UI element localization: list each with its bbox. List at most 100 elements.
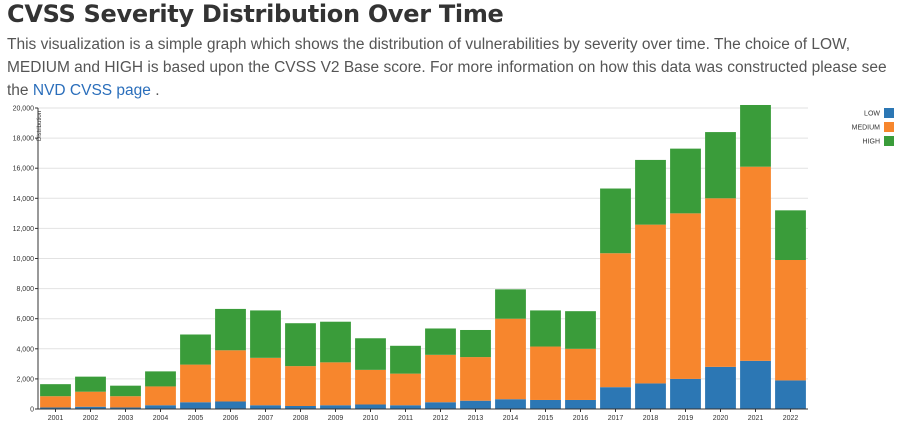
y-axis: 0 2,000 4,000 6,000 8,000 10,000 12,000 14,000 1… <box>13 106 39 414</box>
bar-high-2010[interactable] <box>355 338 386 370</box>
bar-low-2010[interactable] <box>355 404 386 409</box>
bar-medium-2019[interactable] <box>670 213 701 379</box>
bar-low-2014[interactable] <box>495 399 526 409</box>
bar-high-2017[interactable] <box>600 188 631 254</box>
bar-high-2003[interactable] <box>110 385 141 397</box>
bar-medium-2020[interactable] <box>705 198 736 367</box>
bar-medium-2011[interactable] <box>390 373 421 406</box>
x-axis: 2001 2002 2003 2004 2005 2006 2007 2008 2009 2010… <box>38 408 808 422</box>
bar-low-2003[interactable] <box>110 407 141 409</box>
y-tick-label: 16,000 <box>13 166 35 173</box>
bar-medium-2016[interactable] <box>565 348 596 400</box>
x-tick-label: 2015 <box>538 415 554 422</box>
bar-high-2013[interactable] <box>460 329 491 358</box>
bar-high-2007[interactable] <box>250 310 281 358</box>
x-tick-label: 2016 <box>573 415 589 422</box>
bar-low-2002[interactable] <box>75 406 106 409</box>
y-axis-label: Distribution <box>37 111 43 141</box>
bar-medium-2021[interactable] <box>740 166 771 361</box>
y-tick-label: 18,000 <box>13 136 35 143</box>
bar-high-2001[interactable] <box>40 384 71 397</box>
description-end: . <box>155 82 160 99</box>
bar-medium-2004[interactable] <box>145 386 176 406</box>
severity-chart: 0 2,000 4,000 6,000 8,000 10,000 12,000 14,000 1… <box>13 104 894 422</box>
bar-medium-2009[interactable] <box>320 362 351 406</box>
bar-medium-2008[interactable] <box>285 366 316 406</box>
bar-high-2006[interactable] <box>215 308 246 351</box>
bar-low-2016[interactable] <box>565 399 596 409</box>
bar-high-2018[interactable] <box>635 159 666 225</box>
bar-low-2001[interactable] <box>40 407 71 409</box>
y-tick-label: 8,000 <box>16 286 34 293</box>
bar-high-2016[interactable] <box>565 311 596 349</box>
bar-medium-2017[interactable] <box>600 253 631 388</box>
x-tick-label: 2013 <box>468 415 484 422</box>
bar-low-2021[interactable] <box>740 360 771 409</box>
bar-high-2004[interactable] <box>145 371 176 387</box>
legend-swatch-low <box>884 108 894 118</box>
bar-medium-2012[interactable] <box>425 354 456 403</box>
bar-low-2004[interactable] <box>145 405 176 409</box>
bar-low-2009[interactable] <box>320 405 351 409</box>
bar-low-2008[interactable] <box>285 405 316 409</box>
x-tick-label: 2006 <box>223 415 239 422</box>
bar-low-2015[interactable] <box>530 399 561 409</box>
bar-high-2002[interactable] <box>75 376 106 392</box>
bar-low-2011[interactable] <box>390 405 421 409</box>
bar-low-2018[interactable] <box>635 383 666 409</box>
bar-low-2006[interactable] <box>215 401 246 409</box>
legend-label-high: HIGH <box>863 139 881 146</box>
bar-high-2021[interactable] <box>740 104 771 167</box>
x-tick-label: 2007 <box>258 415 274 422</box>
bar-medium-2022[interactable] <box>775 260 806 381</box>
bar-low-2020[interactable] <box>705 366 736 409</box>
bar-high-2022[interactable] <box>775 210 806 261</box>
legend: LOW MEDIUM HIGH <box>852 108 894 146</box>
bar-high-2012[interactable] <box>425 328 456 355</box>
bars <box>40 104 806 409</box>
x-tick-label: 2003 <box>118 415 134 422</box>
bar-high-2019[interactable] <box>670 148 701 214</box>
x-tick-label: 2004 <box>153 415 169 422</box>
bar-low-2005[interactable] <box>180 402 211 409</box>
bar-medium-2005[interactable] <box>180 364 211 403</box>
bar-medium-2006[interactable] <box>215 350 246 402</box>
bar-low-2012[interactable] <box>425 402 456 409</box>
bar-medium-2003[interactable] <box>110 396 141 408</box>
bar-high-2009[interactable] <box>320 321 351 363</box>
bar-low-2019[interactable] <box>670 378 701 409</box>
bar-high-2011[interactable] <box>390 345 421 374</box>
bar-high-2014[interactable] <box>495 289 526 319</box>
bar-high-2020[interactable] <box>705 132 736 199</box>
bar-low-2007[interactable] <box>250 405 281 409</box>
bar-medium-2002[interactable] <box>75 391 106 407</box>
bar-high-2015[interactable] <box>530 310 561 347</box>
x-tick-label: 2018 <box>643 415 659 422</box>
legend-swatch-high <box>884 136 894 146</box>
bar-high-2005[interactable] <box>180 334 211 365</box>
y-tick-label: 2,000 <box>16 376 34 383</box>
bar-medium-2014[interactable] <box>495 318 526 400</box>
x-tick-label: 2021 <box>748 415 764 422</box>
bar-medium-2007[interactable] <box>250 357 281 406</box>
y-tick-label: 4,000 <box>16 346 34 353</box>
x-tick-label: 2017 <box>608 415 624 422</box>
bar-low-2022[interactable] <box>775 380 806 409</box>
y-tick-label: 20,000 <box>13 106 35 113</box>
page-title: CVSS Severity Distribution Over Time <box>7 0 504 28</box>
bar-low-2013[interactable] <box>460 400 491 409</box>
page-description: This visualization is a simple graph whi… <box>7 33 897 102</box>
legend-label-low: LOW <box>864 111 880 118</box>
bar-low-2017[interactable] <box>600 387 631 409</box>
bar-medium-2013[interactable] <box>460 357 491 401</box>
bar-medium-2015[interactable] <box>530 346 561 400</box>
bar-medium-2010[interactable] <box>355 369 386 405</box>
x-tick-label: 2009 <box>328 415 344 422</box>
bar-high-2008[interactable] <box>285 323 316 367</box>
y-tick-label: 14,000 <box>13 196 35 203</box>
bar-medium-2001[interactable] <box>40 396 71 408</box>
x-tick-label: 2008 <box>293 415 309 422</box>
bar-medium-2018[interactable] <box>635 224 666 384</box>
x-tick-label: 2019 <box>678 415 694 422</box>
nvd-cvss-link[interactable]: NVD CVSS page <box>32 82 151 99</box>
